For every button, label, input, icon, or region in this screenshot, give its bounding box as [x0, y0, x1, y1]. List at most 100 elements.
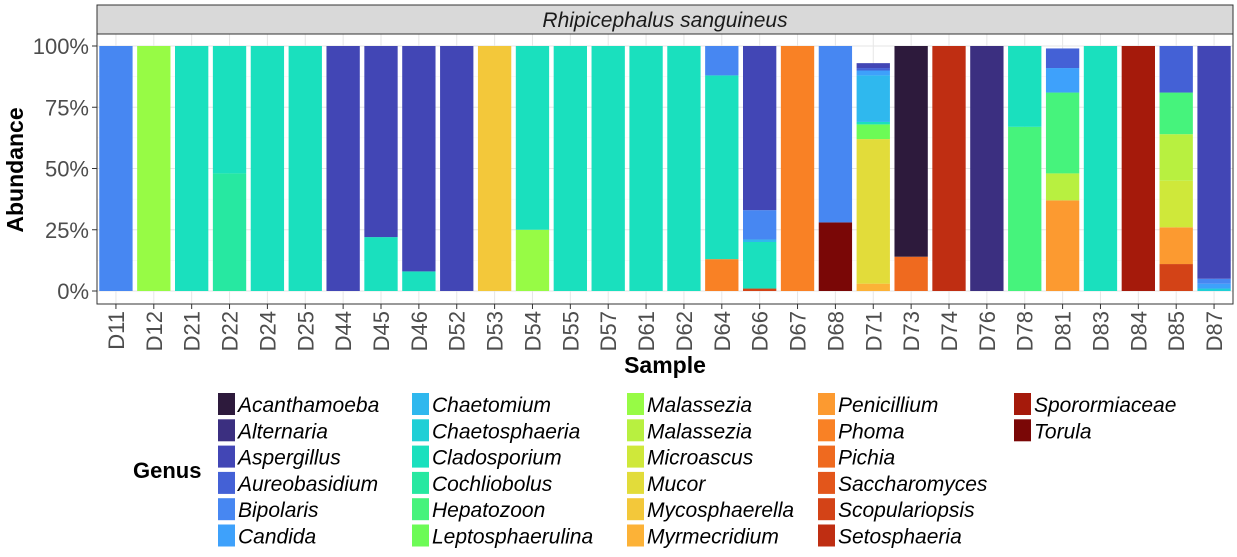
- x-tick-label: D46: [407, 311, 432, 351]
- bar-D62-cladosporium: [667, 46, 701, 291]
- bar-D81-aureobasidium: [1045, 48, 1080, 69]
- legend-swatch: [412, 524, 429, 547]
- legend-swatch: [218, 419, 235, 442]
- bar-D81-penicillium: [1045, 200, 1080, 291]
- legend-label: Aureobasidium: [236, 473, 378, 496]
- x-tick-label: D11: [104, 311, 129, 350]
- legend-label: Saccharomyces: [838, 473, 988, 496]
- legend-label: Cladosporium: [432, 447, 562, 470]
- bar-D71-mucor: [856, 139, 890, 284]
- legend-label: Chaetosphaeria: [432, 420, 580, 443]
- x-tick-label: D61: [634, 311, 659, 351]
- y-tick-label: 75%: [45, 95, 89, 120]
- bar-D85-hepatozoon: [1159, 92, 1193, 135]
- bar-D45-aspergillus: [364, 46, 398, 238]
- x-tick-label: D66: [748, 311, 773, 351]
- x-tick-label: D78: [1013, 311, 1038, 351]
- x-tick-label: D84: [1126, 311, 1151, 351]
- legend-swatch: [412, 471, 429, 494]
- y-axis-title: Abundance: [2, 107, 28, 232]
- bar-D12-malassezia: [137, 46, 171, 291]
- legend-label: Sporormiaceae: [1034, 394, 1176, 417]
- x-tick-label: D76: [975, 311, 1000, 351]
- bar-D83-cladosporium: [1083, 46, 1118, 291]
- y-tick-label: 100%: [33, 34, 89, 59]
- bar-D57-cladosporium: [591, 46, 625, 291]
- legend-label: Hepatozoon: [432, 499, 545, 522]
- x-tick-label: D83: [1088, 311, 1113, 351]
- legend-swatch: [412, 419, 429, 442]
- bar-D71-candida: [856, 70, 890, 76]
- bar-D64-phoma: [705, 259, 739, 291]
- bar-D84-sporormiaceae: [1121, 46, 1155, 291]
- bar-D64-cladosporium: [705, 75, 739, 260]
- x-tick-label: D21: [180, 311, 205, 351]
- x-tick-label: D73: [899, 311, 924, 351]
- x-tick-label: D22: [218, 311, 243, 351]
- legend-swatch: [627, 524, 644, 547]
- bar-D67-phoma: [780, 46, 815, 291]
- legend-label: Setosphaeria: [838, 526, 962, 549]
- facet-strip: [96, 4, 1234, 35]
- y-tick-label: 0%: [57, 279, 89, 304]
- legend-swatch: [818, 393, 835, 415]
- legend-swatch: [218, 471, 235, 494]
- legend-title: Genus: [133, 458, 201, 483]
- bar-D24-cladosporium: [250, 46, 285, 291]
- legend-label: Leptosphaerulina: [432, 526, 593, 549]
- legend-label: Torula: [1034, 420, 1092, 443]
- legend-swatch: [218, 524, 235, 547]
- legend-label: Aspergillus: [236, 447, 341, 470]
- x-tick-label: D57: [596, 311, 621, 351]
- x-tick-label: D64: [710, 311, 735, 351]
- x-tick-label: D12: [142, 311, 167, 351]
- bar-D81-hepatozoon: [1045, 92, 1080, 174]
- bar-D71-chaetomium: [856, 75, 890, 122]
- x-tick-label: D54: [520, 311, 545, 351]
- y-tick-label: 25%: [45, 218, 89, 243]
- bar-D46-cladosporium: [402, 271, 436, 291]
- legend-label: Chaetomium: [432, 394, 551, 417]
- legend-swatch: [627, 419, 644, 442]
- bar-D73-pichia: [894, 256, 928, 291]
- bar-D76-alternaria: [970, 46, 1004, 291]
- legend-swatch: [627, 498, 644, 521]
- legend-swatch: [218, 445, 235, 468]
- bar-D71-leptosphaerulina: [856, 124, 890, 140]
- legend-swatch: [412, 498, 429, 521]
- legend-swatch: [818, 419, 835, 442]
- legend-label: Scopulariopsis: [838, 499, 975, 522]
- bar-D66-aspergillus: [743, 46, 777, 211]
- bar-D52-aspergillus: [440, 46, 474, 291]
- legend-label: Pichia: [838, 447, 895, 470]
- legend-swatch: [412, 445, 429, 468]
- legend-label: Candida: [238, 526, 316, 549]
- legend-swatch: [412, 393, 429, 415]
- legend-label: Cochliobolus: [432, 473, 553, 496]
- bar-D87-aspergillus: [1197, 46, 1231, 279]
- bar-D78-cladosporium: [1008, 46, 1042, 127]
- bar-D22-cochliobolus: [212, 173, 247, 291]
- bar-D73-acanthamoeba: [894, 46, 928, 257]
- bar-D81-candida: [1045, 68, 1080, 93]
- bar-D53-mycosphaerella: [477, 46, 512, 291]
- x-tick-label: D55: [558, 311, 583, 351]
- bar-D68-bipolaris: [818, 46, 853, 223]
- legend-label: Malassezia: [647, 420, 752, 443]
- legend-swatch: [818, 445, 835, 468]
- bar-D68-torula: [818, 222, 853, 291]
- legend-swatch: [1014, 393, 1031, 415]
- chart-title: Rhipicephalus sanguineus: [542, 9, 788, 32]
- bar-D46-aspergillus: [402, 46, 436, 272]
- bar-D85-penicillium: [1159, 227, 1193, 265]
- x-tick-label: D45: [369, 311, 394, 351]
- bar-D66-scopulariopsis: [743, 288, 777, 291]
- bar-D66-bipolaris: [743, 210, 777, 240]
- x-tick-label: D25: [293, 311, 318, 351]
- bar-D87-bipolaris: [1197, 278, 1231, 284]
- x-tick-label: D52: [445, 311, 470, 351]
- x-tick-label: D81: [1051, 311, 1076, 351]
- bar-D22-cladosporium: [212, 46, 247, 174]
- bar-D55-cladosporium: [553, 46, 587, 291]
- legend-swatch: [818, 498, 835, 521]
